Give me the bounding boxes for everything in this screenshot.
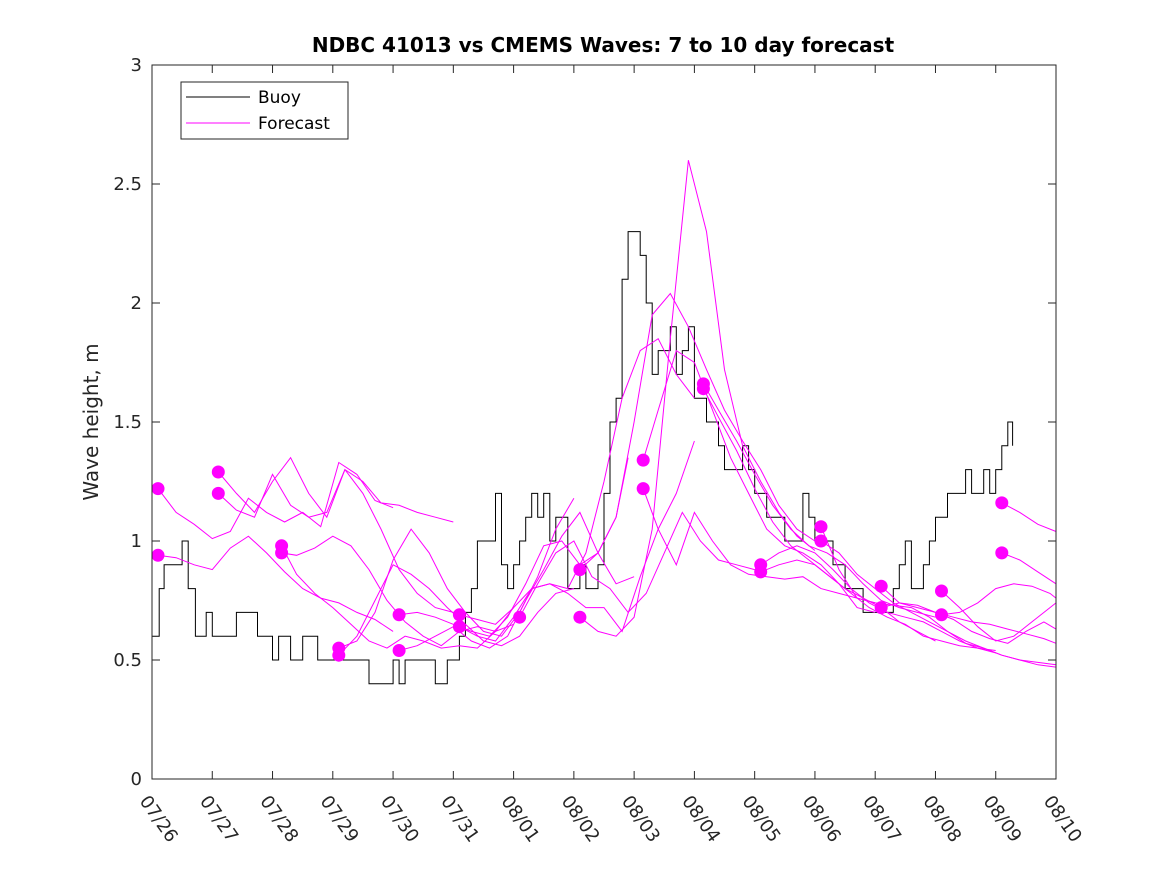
- series-layer: [151, 160, 1057, 685]
- series-forecast-line-14: [579, 160, 816, 637]
- forecast-start-marker-16: [636, 482, 650, 496]
- chart-title: NDBC 41013 vs CMEMS Waves: 7 to 10 day f…: [312, 33, 895, 57]
- forecast-start-marker-20: [754, 565, 768, 579]
- forecast-start-marker-12: [513, 610, 527, 624]
- series-forecast-line-27: [1001, 502, 1057, 532]
- forecast-start-marker-0: [151, 482, 165, 496]
- y-tick-label: 0.5: [113, 650, 142, 671]
- series-forecast-line-24: [881, 602, 1057, 644]
- forecast-start-marker-27: [995, 496, 1009, 510]
- y-tick-label: 1: [131, 531, 142, 552]
- forecast-start-marker-8: [392, 608, 406, 622]
- series-forecast-line-0: [157, 461, 394, 540]
- y-tick-label: 0: [131, 769, 142, 790]
- forecast-start-marker-28: [995, 546, 1009, 560]
- series-forecast-line-23: [880, 585, 1057, 644]
- series-forecast-line-22: [820, 540, 1057, 668]
- series-forecast-line-11: [459, 440, 695, 642]
- forecast-start-marker-2: [211, 465, 225, 479]
- forecast-start-marker-13: [573, 563, 587, 577]
- forecast-start-marker-5: [275, 546, 289, 560]
- y-tick-label: 2.5: [113, 174, 142, 195]
- forecast-start-marker-15: [636, 453, 650, 467]
- legend-label-forecast: Forecast: [258, 114, 330, 134]
- forecast-start-marker-10: [452, 608, 466, 622]
- series-forecast-line-8: [399, 457, 629, 637]
- y-tick-label: 3: [131, 55, 142, 76]
- plot-frame: [151, 64, 1057, 780]
- series-forecast-line-3: [217, 468, 454, 613]
- forecast-start-marker-11: [452, 620, 466, 634]
- forecast-start-marker-3: [211, 486, 225, 500]
- y-tick-label: 1.5: [113, 412, 142, 433]
- y-axis-label: Wave height, m: [79, 343, 103, 500]
- forecast-start-marker-9: [392, 644, 406, 657]
- series-forecast-line-15: [642, 349, 876, 613]
- plot-area: [152, 65, 1056, 779]
- forecast-start-marker-25: [935, 584, 948, 598]
- forecast-start-marker-26: [935, 608, 948, 622]
- legend-label-buoy: Buoy: [258, 88, 301, 108]
- legend-box: [180, 81, 349, 140]
- series-forecast-line-2: [217, 456, 454, 523]
- forecast-start-marker-1: [151, 548, 165, 562]
- series-forecast-line-13: [579, 292, 816, 570]
- y-tick-label: 2: [131, 293, 142, 314]
- series-forecast-line-1: [157, 535, 394, 632]
- series-forecast-line-26: [941, 583, 1057, 616]
- series-forecast-line-4: [281, 545, 514, 649]
- forecast-start-marker-21: [814, 520, 828, 534]
- forecast-start-marker-7: [332, 648, 346, 662]
- forecast-start-marker-14: [573, 610, 587, 624]
- forecast-start-marker-24: [874, 601, 888, 615]
- series-forecast-line-17: [702, 383, 936, 618]
- forecast-start-marker-18: [696, 382, 710, 396]
- series-forecast-line-28: [1001, 552, 1057, 585]
- series-forecast-line-6: [338, 497, 575, 649]
- legend: Buoy Forecast: [180, 81, 349, 140]
- forecast-start-marker-23: [874, 579, 888, 593]
- forecast-start-marker-22: [814, 534, 828, 548]
